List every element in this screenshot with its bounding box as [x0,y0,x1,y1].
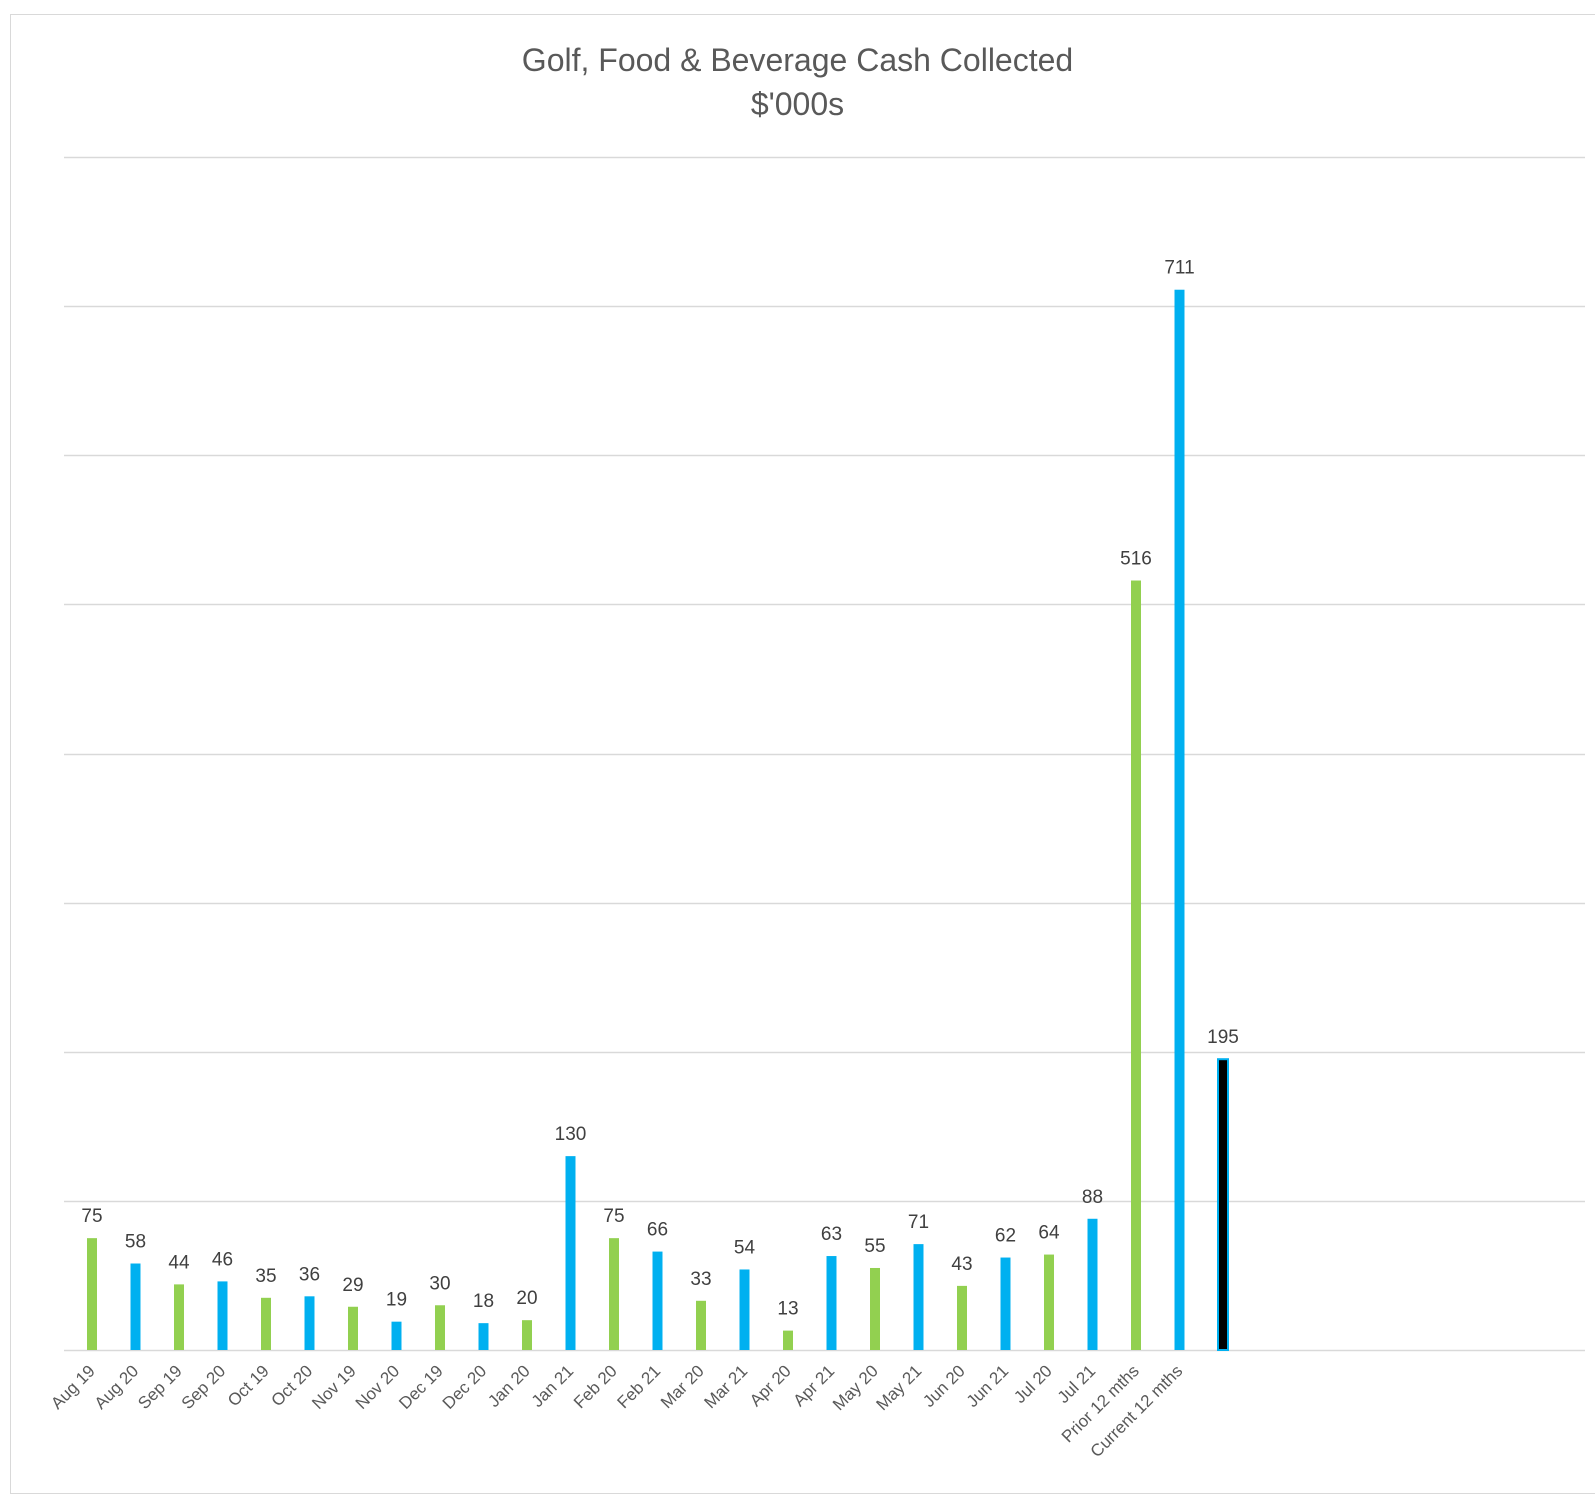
bar [565,1156,576,1350]
x-tick-label: Sep 20 [178,1361,230,1413]
x-tick-label: Feb 20 [570,1361,621,1412]
data-label: 55 [864,1236,885,1257]
data-label: 13 [777,1299,798,1320]
bar [522,1320,532,1350]
bar [1044,1254,1054,1350]
bar [1131,580,1141,1350]
data-label: 711 [1164,258,1194,279]
chart-title: Golf, Food & Beverage Cash Collected [521,42,1074,78]
x-tick-label: Nov 19 [308,1361,360,1413]
data-label: 35 [255,1266,276,1287]
x-tick-label: May 21 [872,1361,925,1414]
data-label: 46 [212,1249,233,1270]
bar [1000,1257,1011,1350]
data-label: 44 [168,1252,190,1273]
x-tick-label: Jan 20 [484,1361,534,1411]
data-label: 75 [603,1206,624,1227]
x-tick-label: Jun 20 [919,1361,969,1411]
x-tick-label: Mar 21 [700,1361,751,1412]
bar [87,1238,97,1350]
bar [304,1296,315,1350]
chart-subtitle: $'000s [750,86,845,122]
x-tick-label: Sep 19 [134,1361,186,1413]
data-label: 19 [386,1290,407,1311]
x-tick-label: Oct 19 [224,1361,273,1410]
data-label: 88 [1082,1187,1103,1208]
data-label: 43 [951,1254,972,1275]
bar [1087,1218,1098,1350]
bar [174,1284,184,1350]
x-tick-label: Feb 21 [613,1361,664,1412]
x-tick-label: May 20 [829,1361,882,1414]
x-tick-label: Jan 21 [528,1361,578,1411]
gridlines [64,156,1585,1352]
bar [696,1300,706,1350]
data-label: 63 [821,1224,842,1245]
data-labels: 75 58 44 46 35 36 29 19 30 18 20 130 75 66 33 54 13 63 55 7… [81,258,1238,1320]
data-label: 58 [125,1232,146,1253]
bar [783,1330,793,1350]
bar [261,1297,271,1350]
data-label: 62 [995,1226,1016,1247]
x-tick-label: Dec 20 [439,1361,491,1413]
bar [739,1269,750,1350]
bar [1174,289,1185,1351]
x-tick-label: Mar 20 [657,1361,708,1412]
data-label: 195 [1207,1027,1239,1048]
bar [609,1238,619,1350]
bar [217,1281,228,1350]
x-tick-label: Jul 20 [1010,1361,1056,1407]
data-label: 75 [81,1206,102,1227]
x-tick-label: Nov 20 [352,1361,404,1413]
bar [130,1263,141,1350]
x-tick-label: Apr 20 [746,1361,795,1410]
data-label: 36 [299,1264,320,1285]
data-label: 66 [647,1220,668,1241]
data-label: 130 [555,1124,587,1145]
x-tick-label: Aug 20 [91,1361,143,1413]
data-label: 33 [690,1269,711,1290]
x-tick-label: Dec 19 [395,1361,447,1413]
data-label: 18 [473,1291,494,1312]
data-label: 516 [1120,549,1152,570]
bar [870,1267,880,1350]
data-label: 64 [1038,1223,1060,1244]
bar [1217,1058,1229,1352]
bar [391,1321,402,1350]
bar [957,1285,967,1350]
x-tick-label: Oct 20 [267,1361,316,1410]
bars [87,289,1229,1352]
bar [348,1306,358,1350]
x-tick-label: Jun 21 [963,1361,1013,1411]
data-label: 20 [516,1288,537,1309]
bar [478,1323,489,1350]
x-tick-label: Aug 19 [47,1361,99,1413]
data-label: 71 [908,1212,929,1233]
data-label: 30 [429,1273,450,1294]
bar [652,1251,663,1350]
bar [826,1256,837,1350]
bar [435,1305,445,1350]
data-label: 54 [734,1237,756,1258]
bar [913,1244,924,1350]
data-label: 29 [342,1275,363,1296]
